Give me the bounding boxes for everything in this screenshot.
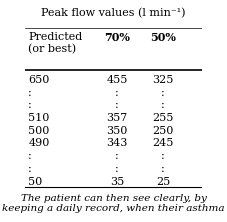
Text: 350: 350 [106, 126, 128, 136]
Text: 245: 245 [153, 138, 174, 148]
Text: :: : [161, 164, 165, 174]
Text: 50: 50 [28, 176, 42, 186]
Text: :: : [161, 100, 165, 110]
Text: :: : [28, 151, 32, 161]
Text: :: : [115, 151, 119, 161]
Text: 650: 650 [28, 75, 50, 85]
Text: 455: 455 [106, 75, 128, 85]
Text: 250: 250 [153, 126, 174, 136]
Text: 325: 325 [153, 75, 174, 85]
Text: The patient can then see clearly, by
keeping a daily record, when their asthma: The patient can then see clearly, by kee… [2, 194, 225, 213]
Text: 255: 255 [153, 113, 174, 123]
Text: 500: 500 [28, 126, 50, 136]
Text: :: : [115, 87, 119, 97]
Text: :: : [115, 100, 119, 110]
Text: :: : [115, 164, 119, 174]
Text: 50%: 50% [150, 32, 176, 43]
Text: 510: 510 [28, 113, 50, 123]
Text: :: : [161, 151, 165, 161]
Text: 35: 35 [110, 176, 124, 186]
Text: 490: 490 [28, 138, 50, 148]
Text: :: : [161, 87, 165, 97]
Text: 25: 25 [156, 176, 170, 186]
Text: 357: 357 [106, 113, 128, 123]
Text: :: : [28, 87, 32, 97]
Text: :: : [28, 100, 32, 110]
Text: 70%: 70% [104, 32, 130, 43]
Text: Predicted
(or best): Predicted (or best) [28, 32, 82, 54]
Text: :: : [28, 164, 32, 174]
Text: 343: 343 [106, 138, 128, 148]
Text: Peak flow values (l min⁻¹): Peak flow values (l min⁻¹) [41, 8, 186, 18]
